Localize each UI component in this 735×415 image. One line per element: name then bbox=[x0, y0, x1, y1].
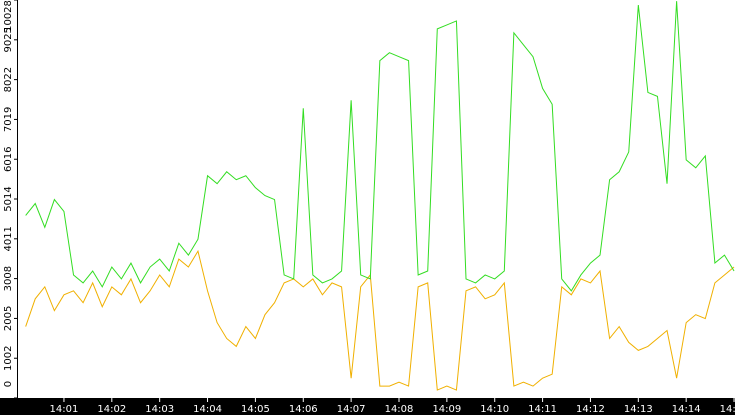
x-axis-band bbox=[0, 398, 735, 415]
y-tick-label: 0 bbox=[3, 381, 14, 387]
x-tick-label: 14:01 bbox=[50, 404, 79, 415]
series-line bbox=[25, 1, 735, 292]
y-tick-label: 7019 bbox=[3, 107, 14, 132]
y-tick-label: 1002 bbox=[3, 346, 14, 371]
x-tick-label: 14:02 bbox=[97, 404, 126, 415]
x-tick-label: 14:05 bbox=[241, 404, 270, 415]
x-tick-label: 14:13 bbox=[624, 404, 653, 415]
x-tick-label: 14:11 bbox=[528, 404, 557, 415]
x-tick-label: 14:08 bbox=[385, 404, 414, 415]
y-tick-label: 9025 bbox=[3, 27, 14, 52]
y-tick-label: 5014 bbox=[3, 186, 14, 211]
x-tick-label: 14:07 bbox=[337, 404, 366, 415]
series-line bbox=[25, 249, 735, 391]
x-tick-label: 14:15 bbox=[720, 404, 735, 415]
x-tick-label: 14:14 bbox=[672, 404, 701, 415]
y-tick-label: 4011 bbox=[3, 226, 14, 251]
y-tick-label: 8022 bbox=[3, 67, 14, 92]
x-tick-label: 14:12 bbox=[576, 404, 605, 415]
x-tick-label: 14:06 bbox=[289, 404, 318, 415]
x-tick-label: 14:04 bbox=[193, 404, 222, 415]
y-tick-label: 6016 bbox=[3, 147, 14, 172]
y-tick-label: 2005 bbox=[3, 306, 14, 331]
y-tick-label: 10028 bbox=[3, 0, 14, 32]
x-tick-label: 14:10 bbox=[480, 404, 509, 415]
x-tick-label: 14:09 bbox=[432, 404, 461, 415]
x-tick-label: 14:03 bbox=[145, 404, 174, 415]
y-tick-label: 3008 bbox=[3, 266, 14, 291]
